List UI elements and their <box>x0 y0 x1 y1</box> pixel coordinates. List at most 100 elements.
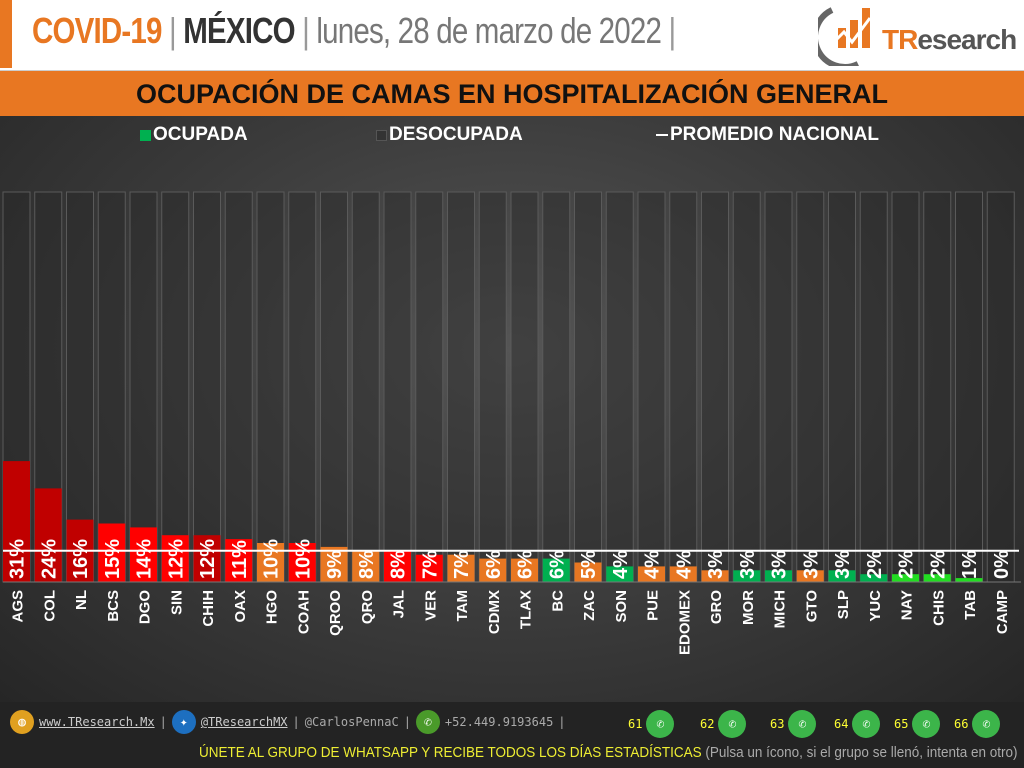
separator: | <box>668 10 676 51</box>
category-label: COAH <box>295 590 312 634</box>
bar-occupied <box>860 574 888 582</box>
bar-unoccupied <box>256 191 285 583</box>
bar-unoccupied <box>732 191 761 583</box>
bar-occupied <box>606 566 634 582</box>
whatsapp-icon[interactable]: ✆ <box>912 710 941 738</box>
bar-unoccupied <box>637 191 666 583</box>
category-label: SLP <box>835 590 852 619</box>
category-label: BC <box>549 590 566 612</box>
category-label: AGS <box>10 590 27 623</box>
data-label: 6% <box>515 550 537 579</box>
data-label: 6% <box>546 550 568 579</box>
whatsapp-group-64[interactable]: 64 ✆ <box>834 710 881 738</box>
data-label: 3% <box>705 550 727 579</box>
data-label: 8% <box>388 550 410 579</box>
data-label: 3% <box>737 550 759 579</box>
globe-icon: ◍ <box>10 710 34 734</box>
bar-occupied <box>352 550 380 582</box>
data-label: 2% <box>896 550 918 579</box>
twitter-link[interactable]: @TResearchMX <box>200 715 288 729</box>
separator: | <box>302 10 310 51</box>
bar-unoccupied <box>859 191 888 583</box>
title-date: lunes, 28 de marzo de 2022 <box>316 10 662 51</box>
whatsapp-group-65[interactable]: 65 ✆ <box>894 710 941 738</box>
legend-line <box>656 134 668 136</box>
data-label: 2% <box>864 550 886 579</box>
data-label: 7% <box>419 550 441 579</box>
bar-unoccupied <box>955 191 983 583</box>
bar-unoccupied <box>764 191 793 583</box>
whatsapp-group-63[interactable]: 63 ✆ <box>770 710 817 738</box>
bar-occupied <box>955 578 983 582</box>
bar-occupied <box>98 523 126 582</box>
data-label: 4% <box>610 550 632 579</box>
data-label: 31% <box>7 539 29 579</box>
category-label: NAY <box>899 590 916 620</box>
data-label: 11% <box>229 540 251 579</box>
bar-unoccupied <box>605 191 634 583</box>
bar-occupied <box>892 574 919 582</box>
whatsapp-icon[interactable]: ✆ <box>972 710 1001 738</box>
phone: +52.449.9193645 <box>444 715 554 729</box>
logo-chart-icon <box>812 7 872 70</box>
bar-unoccupied <box>510 191 539 583</box>
whatsapp-icon[interactable]: ✆ <box>646 710 675 738</box>
category-label: DGO <box>137 590 154 625</box>
category-label: CHIH <box>200 590 217 627</box>
category-label: HGO <box>264 590 281 625</box>
data-label: 7% <box>451 550 473 579</box>
legend-label: PROMEDIO NACIONAL <box>670 124 879 145</box>
website-link[interactable]: www.TResearch.Mx <box>39 715 155 729</box>
data-label: 4% <box>642 550 664 579</box>
chart-title-banner: OCUPACIÓN DE CAMAS EN HOSPITALIZACIÓN GE… <box>0 70 1024 116</box>
data-label: 6% <box>483 550 505 579</box>
twitter-icon[interactable]: ✦ <box>171 710 196 734</box>
group-number: 66 <box>954 717 969 731</box>
whatsapp-group-61[interactable]: 61 ✆ <box>628 710 675 738</box>
bar-unoccupied <box>986 191 1015 583</box>
bar-occupied <box>320 546 348 582</box>
accent-strip <box>0 0 12 68</box>
data-label: 4% <box>673 550 695 579</box>
tresearch-logo: TResearch <box>812 2 1024 70</box>
bar-occupied <box>923 574 951 582</box>
bar-occupied <box>796 570 824 582</box>
bar-unoccupied <box>320 191 348 583</box>
category-label: BCS <box>105 590 122 622</box>
logo-tr: TR <box>882 24 918 55</box>
legend-swatch <box>140 129 151 141</box>
category-label: TAB <box>962 590 979 620</box>
whatsapp-icon[interactable]: ✆ <box>852 710 881 738</box>
data-label: 14% <box>134 539 156 579</box>
whatsapp-group-62[interactable]: 62 ✆ <box>700 710 747 738</box>
whatsapp-icon[interactable]: ✆ <box>718 710 747 738</box>
whatsapp-icon[interactable]: ✆ <box>788 710 817 738</box>
bar-unoccupied <box>574 191 602 583</box>
whatsapp-group-66[interactable]: 66 ✆ <box>954 710 1001 738</box>
bar-occupied <box>288 543 316 582</box>
bar-occupied <box>384 550 411 582</box>
data-label: 3% <box>832 550 854 579</box>
data-label: 15% <box>102 539 124 579</box>
bar-occupied <box>511 558 538 582</box>
category-label: TAM <box>454 590 471 621</box>
page-title: COVID-19 | MÉXICO | lunes, 28 de marzo d… <box>32 10 676 52</box>
cta-text: ÚNETE AL GRUPO DE WHATSAPP Y RECIBE TODO… <box>199 744 703 761</box>
category-label: COL <box>41 590 58 622</box>
legend-label: OCUPADA <box>153 124 248 145</box>
bar-occupied <box>130 527 157 582</box>
category-label: CAMP <box>994 590 1011 634</box>
bar-occupied <box>447 554 475 582</box>
category-label: SIN <box>168 590 185 615</box>
data-label: 3% <box>800 550 822 579</box>
bar-unoccupied <box>224 191 253 583</box>
data-label: 8% <box>356 550 378 579</box>
bar-occupied <box>225 539 253 582</box>
bar-chart: 31% AGS 24% COL 16% NL 15% BCS 14% DGO 12% SIN 12% CH… <box>2 191 1021 655</box>
logo-rest: esearch <box>917 24 1017 55</box>
bar-unoccupied <box>701 191 729 583</box>
header: COVID-19 | MÉXICO | lunes, 28 de marzo d… <box>0 0 1024 70</box>
category-label: TLAX <box>518 590 535 629</box>
bar-unoccupied <box>923 191 952 583</box>
data-label: 12% <box>165 539 187 579</box>
